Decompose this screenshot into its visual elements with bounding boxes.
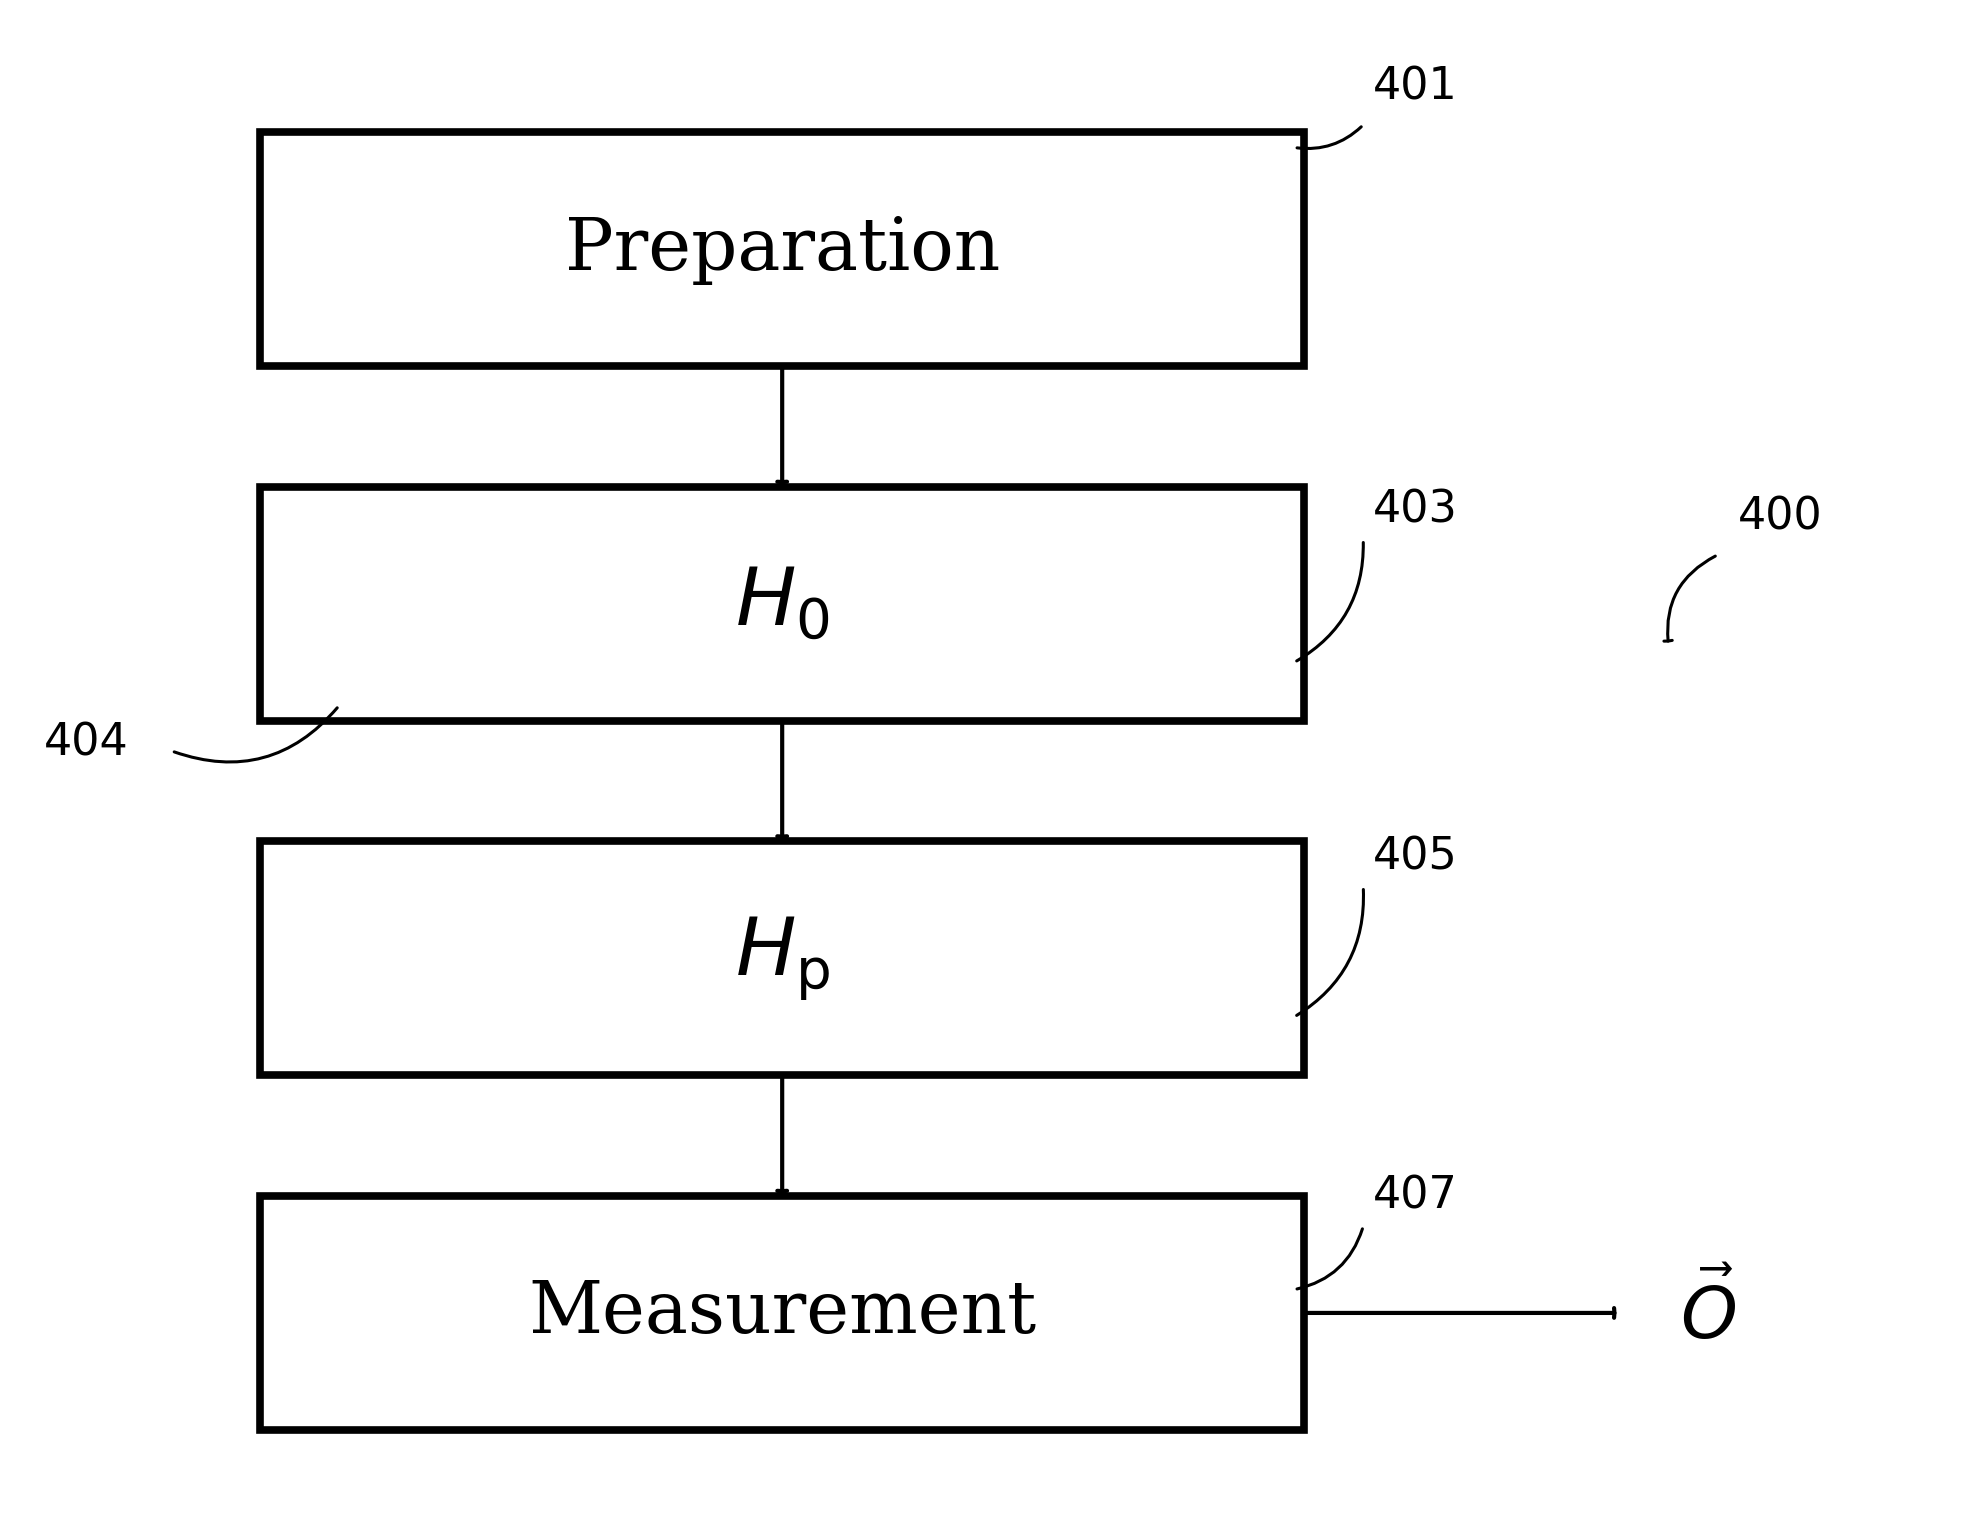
Text: Measurement: Measurement bbox=[528, 1277, 1036, 1349]
Text: Preparation: Preparation bbox=[564, 214, 999, 285]
FancyBboxPatch shape bbox=[261, 132, 1304, 366]
Text: 407: 407 bbox=[1373, 1174, 1458, 1218]
Text: 404: 404 bbox=[44, 722, 129, 765]
FancyBboxPatch shape bbox=[261, 487, 1304, 721]
Text: 401: 401 bbox=[1373, 65, 1458, 109]
Text: $H_\mathrm{p}$: $H_\mathrm{p}$ bbox=[734, 915, 831, 1003]
FancyBboxPatch shape bbox=[261, 1195, 1304, 1431]
Text: 403: 403 bbox=[1373, 488, 1458, 531]
Text: 400: 400 bbox=[1737, 496, 1822, 539]
FancyBboxPatch shape bbox=[261, 842, 1304, 1076]
Text: $\vec{O}$: $\vec{O}$ bbox=[1679, 1273, 1737, 1353]
Text: $H_0$: $H_0$ bbox=[736, 564, 829, 643]
Text: 405: 405 bbox=[1373, 834, 1458, 878]
